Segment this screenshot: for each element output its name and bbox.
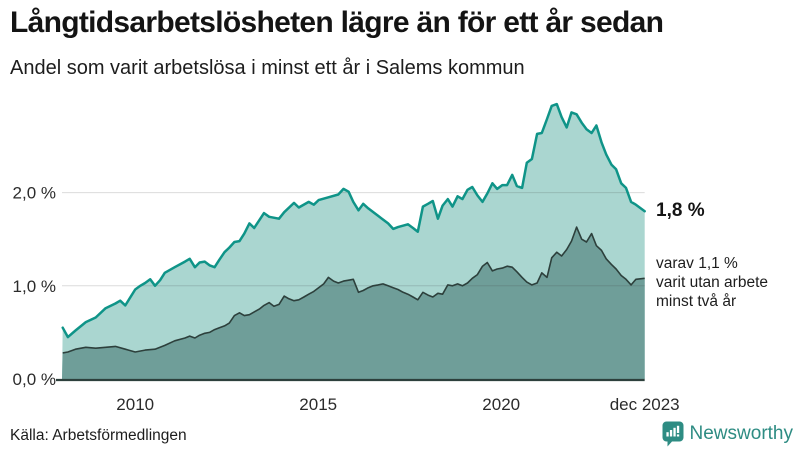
y-axis-tick-label: 2,0 % (13, 184, 56, 203)
y-axis-tick-label: 1,0 % (13, 277, 56, 296)
area-fill-two-year (62, 227, 645, 379)
latest-value-label: 1,8 % (656, 200, 705, 221)
page-subtitle: Andel som varit arbetslösa i minst ett å… (10, 57, 525, 79)
page-title: Långtidsarbetslösheten lägre än för ett … (10, 6, 664, 39)
newsworthy-logo[interactable]: Newsworthy (662, 421, 793, 447)
two-year-annotation-line: varav 1,1 % (656, 255, 738, 272)
x-axis-tick-label: dec 2023 (610, 395, 680, 414)
two-year-annotation: varav 1,1 % varit utan arbete minst två … (656, 254, 768, 311)
source-note: Källa: Arbetsförmedlingen (10, 427, 187, 444)
two-year-annotation-line: minst två år (656, 293, 737, 310)
x-axis-tick-label: 2020 (482, 395, 520, 414)
x-axis-tick-label: 2010 (116, 395, 154, 414)
y-axis-tick-label: 0,0 % (13, 370, 56, 389)
x-axis-tick-label: 2015 (299, 395, 337, 414)
line-two-year (62, 226, 645, 354)
newsworthy-label: Newsworthy (689, 423, 793, 444)
two-year-annotation-line: varit utan arbete (656, 274, 769, 291)
newsworthy-icon (662, 421, 684, 447)
line-total (61, 102, 646, 339)
